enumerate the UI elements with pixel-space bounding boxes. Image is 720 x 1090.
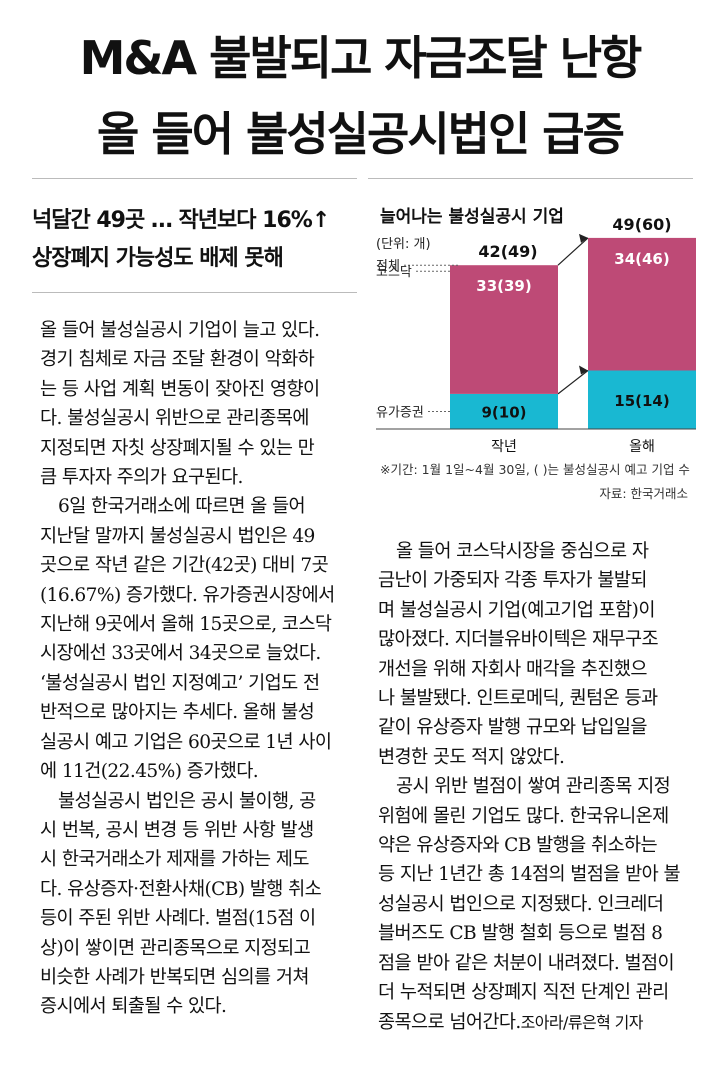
body-text-line: 는 등 사업 계획 변동이 잦아진 영향이 (40, 378, 320, 400)
total-label: 49(60) (612, 215, 671, 234)
connector-line (557, 237, 589, 266)
data-label: 15(14) (614, 392, 669, 410)
stacked-bar-chart: 늘어나는 불성실공시 기업 (단위: 개) 9(10) 33(39) 42(49) 작년 1… (370, 196, 700, 516)
arrow-head (579, 365, 588, 375)
body-text-line: 6일 한국거래소에 따르면 올 들어 (40, 496, 306, 518)
body-text-line: 지난해 9곳에서 올해 15곳으로, 코스닥 (40, 614, 332, 636)
connector-line (557, 370, 589, 395)
chart-source: 자료: 한국거래소 (599, 486, 688, 501)
legend-label: 전체 (376, 259, 400, 274)
headline-divider (368, 178, 693, 179)
headline-line-2: 올 들어 불성실공시법인 급증 (97, 107, 625, 161)
arrow-head (579, 233, 588, 243)
closing-line: 종목으로 넘어간다.조아라/류은혁 기자 (378, 1008, 690, 1037)
body-text-line: 올 들어 코스닥시장을 중심으로 자 (378, 541, 649, 562)
bar-segment-last-year-kospi (450, 393, 558, 429)
body-text-line: 반적으로 많아지는 추세다. 올해 불성 (40, 702, 315, 724)
body-text-line: 점을 받아 같은 처분이 내려졌다. 벌점이 (378, 952, 675, 974)
body-text-line: 등 지난 1년간 총 14점의 벌점을 받아 불 (378, 864, 681, 886)
body-text-line: 약은 유상증자와 CB 발행을 취소하는 (378, 835, 658, 857)
body-text-line: 다. 불성실공시 위반으로 관리종목에 (40, 408, 309, 430)
body-text-line: 나 불발됐다. 인트로메딕, 퀀텀온 등과 (378, 688, 658, 710)
body-text-line: ‘불성실공시 법인 지정예고’ 기업도 전 (40, 672, 320, 694)
body-text-line: 등이 주된 위반 사례다. 벌점(15점 이 (40, 908, 316, 930)
body-text-line: 다. 유상증자·전환사채(CB) 발행 취소 (40, 878, 322, 900)
chart-footnote: ※기간: 1월 1일~4월 30일, ( )는 불성실공시 예고 기업 수 (380, 462, 690, 477)
category-label: 작년 (491, 439, 517, 455)
subhead-divider (32, 292, 357, 293)
body-column-left: 올 들어 불성실공시 기업이 늘고 있다. 경기 침체로 자금 조달 환경이 악화… (40, 316, 352, 1022)
body-text-line: 비슷한 사례가 반복되면 심의를 거쳐 (40, 966, 309, 988)
headline-divider (32, 178, 357, 179)
data-label: 34(46) (614, 250, 669, 268)
body-text-line: 같이 유상증자 발행 규모와 납입일을 (378, 717, 647, 739)
body-text-line: 블버즈도 CB 발행 철회 등으로 벌점 8 (378, 923, 663, 945)
body-text-line: 위험에 몰린 기업도 많다. 한국유니온제 (378, 805, 669, 827)
body-text-line: 상)이 쌓이면 관리종목으로 지정되고 (40, 937, 311, 959)
data-label: 33(39) (476, 277, 531, 295)
body-text-line: 종목으로 넘어간다. (378, 1011, 521, 1033)
subheadline-2: 상장폐지 가능성도 배제 못해 (32, 246, 284, 271)
bar-segment-last-year-kosdaq (450, 265, 558, 394)
category-label: 올해 (629, 439, 655, 455)
legend-label: 유가증권 (376, 405, 424, 420)
bar-segment-this-year-kospi (588, 370, 696, 429)
chart-unit-label: (단위: 개) (376, 237, 431, 252)
body-text-line: 시 번복, 공시 변경 등 위반 사항 발생 (40, 819, 314, 841)
total-label: 42(49) (478, 242, 537, 261)
body-text-line: 변경한 곳도 적지 않았다. (378, 746, 565, 768)
body-text-line: 시 한국거래소가 제재를 가하는 제도 (40, 849, 309, 871)
body-text-line: 더 누적되면 상장폐지 직전 단계인 관리 (378, 982, 669, 1004)
body-text-line: 많아졌다. 지더블유바이텍은 재무구조 (378, 629, 659, 651)
body-text-line: 지정되면 자칫 상장폐지될 수 있는 만 (40, 437, 315, 459)
headline-line-1: M&A 불발되고 자금조달 난항 (79, 31, 643, 85)
body-text-line: 경기 침체로 자금 조달 환경이 악화하 (40, 349, 315, 371)
body-text-line: 불성실공시 법인은 공시 불이행, 공 (40, 790, 316, 812)
bar-segment-this-year-kosdaq (588, 237, 696, 371)
body-text-line: 시장에선 33곳에서 34곳으로 늘었다. (40, 643, 321, 665)
body-text-line: 실공시 예고 기업은 60곳으로 1년 사이 (40, 731, 332, 753)
body-text-line: 올 들어 불성실공시 기업이 늘고 있다. (40, 320, 320, 341)
body-text-line: 큼 투자자 주의가 요구된다. (40, 467, 243, 489)
body-text-line: 성실공시 법인으로 지정됐다. 인크레더 (378, 893, 664, 915)
data-label: 9(10) (481, 403, 526, 421)
subheadline-1: 넉달간 49곳 … 작년보다 16%↑ (32, 208, 330, 233)
body-text-line: 며 불성실공시 기업(예고기업 포함)이 (378, 599, 655, 621)
chart-svg: 늘어나는 불성실공시 기업 (단위: 개) 9(10) 33(39) 42(49) 작년 1… (376, 207, 696, 501)
byline: 조아라/류은혁 기자 (520, 1012, 644, 1032)
body-text-line: 공시 위반 벌점이 쌓여 관리종목 지정 (378, 776, 671, 798)
body-text-line: 증시에서 퇴출될 수 있다. (40, 996, 227, 1018)
body-text-line: (16.67%) 증가했다. 유가증권시장에서 (40, 584, 335, 606)
body-text-line: 개선을 위해 자회사 매각을 추진했으 (378, 658, 647, 680)
body-text-line: 곳으로 작년 같은 기간(42곳) 대비 7곳 (40, 555, 329, 577)
body-text-line: 금난이 가중되자 각종 투자가 불발되 (378, 570, 647, 592)
chart-title: 늘어나는 불성실공시 기업 (380, 207, 564, 227)
legend-label: 코스닥 (376, 265, 412, 280)
body-text-line: 에 11건(22.45%) 증가했다. (40, 761, 259, 783)
body-text-line: 지난달 말까지 불성실공시 법인은 49 (40, 525, 315, 547)
